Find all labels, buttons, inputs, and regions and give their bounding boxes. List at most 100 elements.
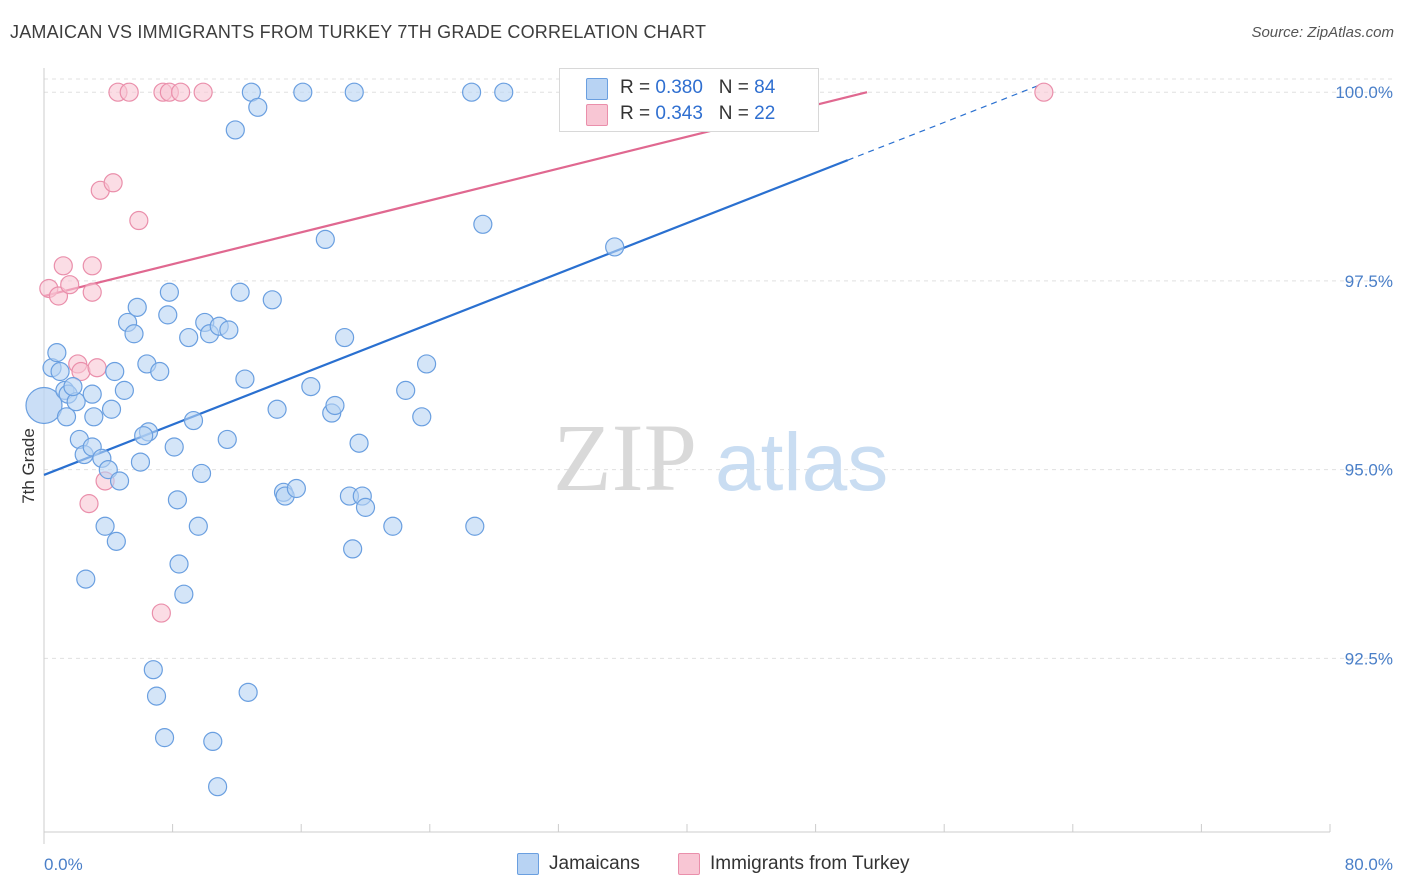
data-point-jamaican: [191, 463, 212, 484]
legend-r-value: 0.343: [655, 103, 703, 124]
data-point-jamaican: [84, 407, 104, 427]
data-point-turkey: [60, 275, 80, 295]
data-point-turkey: [82, 256, 102, 276]
watermark-atlas: atlas: [715, 417, 888, 508]
data-point-jamaican: [109, 471, 130, 491]
data-point-jamaican: [101, 399, 122, 419]
data-point-jamaican: [325, 395, 345, 416]
data-point-jamaican: [146, 686, 167, 706]
data-point-jamaican: [154, 728, 175, 748]
data-point-turkey: [79, 494, 99, 514]
data-point-jamaican: [301, 377, 321, 397]
data-point-jamaican: [167, 490, 188, 510]
data-point-jamaican: [203, 731, 223, 752]
data-point-jamaican: [63, 377, 83, 397]
data-point-jamaican: [56, 407, 77, 427]
watermark: ZIP atlas: [553, 404, 888, 511]
data-point-turkey: [119, 82, 139, 102]
data-point-jamaican: [124, 324, 144, 344]
data-point-turkey: [103, 173, 123, 193]
data-point-turkey: [53, 256, 73, 276]
data-point-jamaican: [383, 516, 403, 536]
data-point-jamaican: [25, 386, 63, 425]
bottom-legend-swatch-blue: [517, 853, 539, 875]
y-tick-label: 92.5%: [1345, 649, 1393, 668]
data-point-jamaican: [355, 497, 376, 517]
data-point-jamaican: [225, 120, 245, 140]
data-point-jamaican: [106, 531, 126, 551]
source-credit: Source: ZipAtlas.com: [1251, 24, 1394, 41]
data-point-jamaican: [95, 516, 115, 536]
trend-line-jamaicans: [43, 159, 849, 476]
y-tick-label: 95.0%: [1345, 461, 1393, 480]
data-point-turkey: [171, 82, 191, 102]
data-point-jamaican: [465, 516, 485, 536]
data-point-turkey: [193, 82, 213, 102]
data-point-jamaican: [461, 82, 482, 102]
x-tick-label: 0.0%: [44, 855, 83, 874]
legend-swatch-pink: [586, 104, 608, 126]
data-point-jamaican: [230, 282, 250, 302]
tick-labels: 100.0% 97.5% 95.0% 92.5% 0.0% 80.0%: [44, 83, 1393, 874]
data-point-jamaican: [164, 437, 184, 457]
legend-r-label: R =: [620, 103, 651, 124]
data-point-jamaican: [396, 380, 416, 400]
chart-title: JAMAICAN VS IMMIGRANTS FROM TURKEY 7TH G…: [10, 22, 707, 42]
data-point-jamaican: [315, 229, 335, 250]
data-point-turkey: [129, 210, 149, 231]
axes: [43, 68, 1331, 844]
bottom-legend-label: Immigrants from Turkey: [710, 853, 910, 874]
data-point-jamaican: [416, 354, 437, 374]
data-point-jamaican: [134, 426, 154, 446]
legend-swatch-blue: [586, 78, 608, 100]
data-point-jamaican: [605, 237, 625, 257]
bottom-legend-label: Jamaicans: [549, 853, 640, 874]
data-point-jamaican: [267, 399, 287, 419]
data-point-jamaican: [473, 214, 493, 234]
data-point-jamaican: [127, 297, 147, 317]
data-point-jamaican: [344, 82, 364, 102]
data-point-turkey: [82, 282, 102, 302]
legend-n-value: 84: [754, 77, 776, 98]
series-immigrants-from-turkey: [39, 82, 1054, 623]
data-point-jamaican: [238, 682, 258, 702]
data-point-jamaican: [235, 369, 255, 389]
data-point-jamaican: [262, 290, 282, 310]
data-point-jamaican: [335, 327, 355, 348]
data-point-jamaican: [76, 569, 96, 589]
data-point-jamaican: [150, 361, 170, 382]
data-point-jamaican: [158, 305, 178, 325]
data-point-jamaican: [183, 410, 204, 431]
data-point-jamaican: [217, 429, 237, 450]
data-point-jamaican: [179, 327, 199, 348]
y-axis-label: 7th Grade: [19, 428, 38, 504]
data-point-jamaican: [50, 361, 70, 382]
data-point-jamaican: [349, 433, 369, 453]
data-point-jamaican: [130, 452, 151, 472]
legend-r-value: 0.380: [655, 77, 703, 98]
gridlines: [44, 78, 1392, 659]
legend-n-label: N =: [718, 77, 749, 98]
data-point-jamaican: [174, 584, 194, 604]
y-tick-label: 97.5%: [1345, 272, 1393, 291]
legend-n-value: 22: [754, 103, 776, 124]
data-point-turkey: [87, 358, 107, 378]
data-point-jamaican: [494, 82, 514, 102]
data-point-turkey: [1034, 82, 1054, 102]
data-point-jamaican: [219, 320, 239, 340]
data-point-jamaican: [82, 384, 102, 404]
data-point-jamaican: [293, 82, 313, 102]
series-jamaicans: [25, 82, 742, 797]
data-point-jamaican: [343, 539, 363, 559]
data-point-jamaican: [143, 660, 163, 680]
data-point-jamaican: [248, 97, 268, 117]
data-point-turkey: [151, 603, 171, 623]
legend-n-label: N =: [718, 103, 749, 124]
data-point-jamaican: [159, 282, 179, 302]
data-point-jamaican: [412, 407, 432, 427]
data-point-jamaican: [169, 554, 189, 574]
stats-legend: R = 0.380 N = 84 R = 0.343 N = 22: [559, 68, 819, 132]
legend-r-label: R =: [620, 77, 651, 98]
y-tick-label: 100.0%: [1335, 83, 1393, 102]
